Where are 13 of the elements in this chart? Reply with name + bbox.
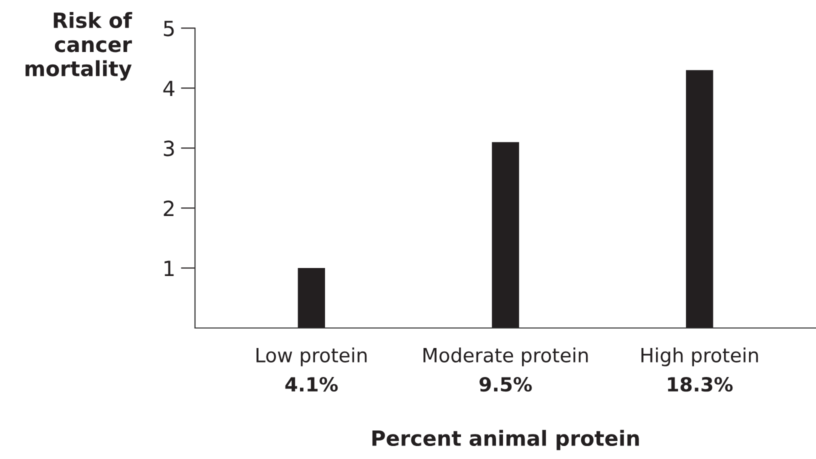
y-tick-label: 1	[164, 260, 174, 276]
bar	[298, 268, 326, 328]
y-tick-label: 3	[164, 140, 174, 156]
x-axis-title: Percent animal protein	[372, 430, 639, 450]
bar	[492, 142, 520, 328]
y-tick-label: 2	[164, 200, 174, 216]
y-axis-title: Risk of cancer mortality	[26, 12, 132, 81]
x-tick-label: High protein 18.3%	[641, 347, 758, 392]
bar	[686, 70, 714, 328]
y-tick-label: 5	[164, 20, 174, 36]
x-tick-label: Moderate protein 9.5%	[424, 347, 588, 392]
y-tick-label: 4	[163, 80, 174, 96]
x-tick-label: Low protein 4.1%	[256, 347, 367, 392]
